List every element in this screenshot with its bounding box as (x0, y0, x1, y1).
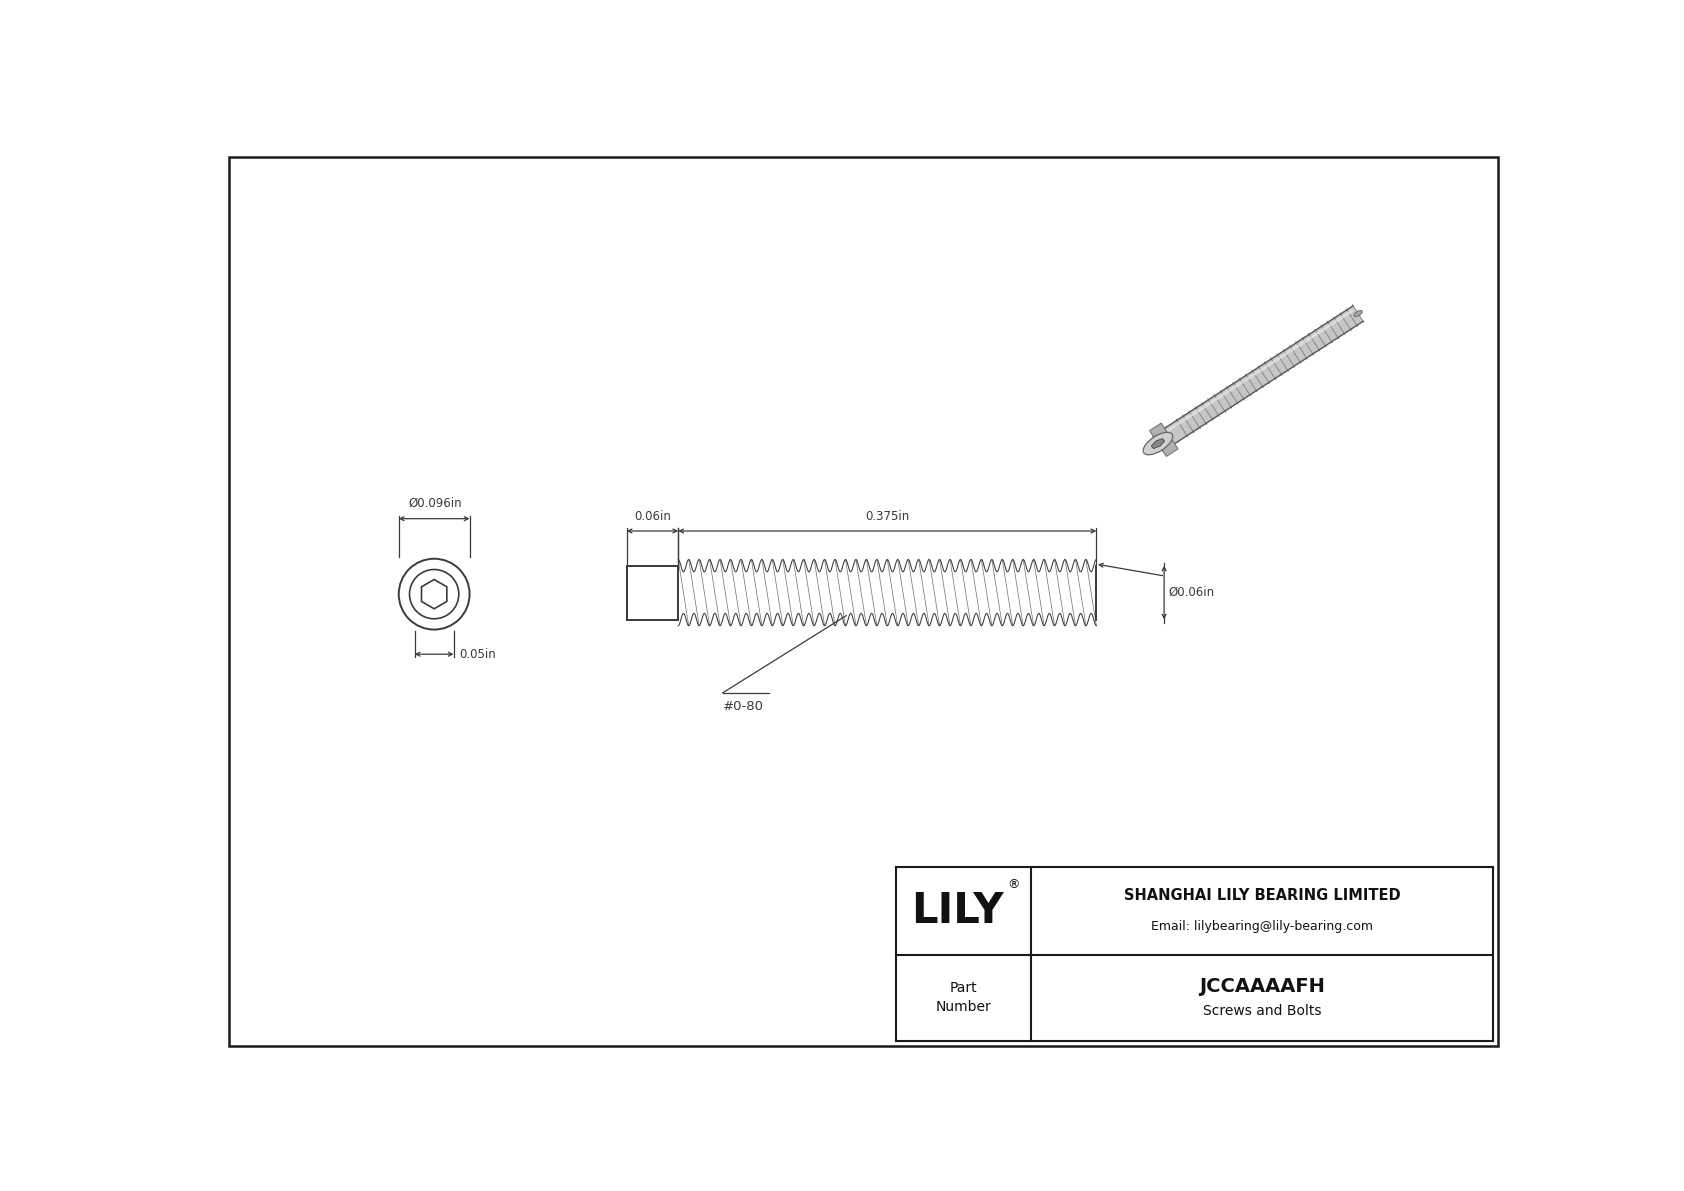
Text: 0.375in: 0.375in (866, 510, 909, 523)
Text: Part
Number: Part Number (936, 981, 992, 1014)
Text: Email: lilybearing@lily-bearing.com: Email: lilybearing@lily-bearing.com (1150, 919, 1372, 933)
Polygon shape (1150, 423, 1179, 456)
Text: Ø0.06in: Ø0.06in (1169, 586, 1214, 599)
Text: Ø0.096in: Ø0.096in (409, 497, 463, 510)
Text: JCCAAAAFH: JCCAAAAFH (1199, 977, 1325, 996)
Text: 0.06in: 0.06in (633, 510, 670, 523)
Text: LILY: LILY (911, 890, 1004, 933)
Ellipse shape (1354, 311, 1362, 317)
Polygon shape (1152, 438, 1165, 449)
Text: ®: ® (1007, 878, 1021, 891)
Polygon shape (1154, 306, 1362, 451)
Ellipse shape (1143, 432, 1172, 455)
Text: 0.05in: 0.05in (460, 648, 495, 661)
Text: SHANGHAI LILY BEARING LIMITED: SHANGHAI LILY BEARING LIMITED (1123, 888, 1399, 903)
Text: Screws and Bolts: Screws and Bolts (1202, 1004, 1322, 1018)
Text: #0-80: #0-80 (722, 699, 765, 712)
